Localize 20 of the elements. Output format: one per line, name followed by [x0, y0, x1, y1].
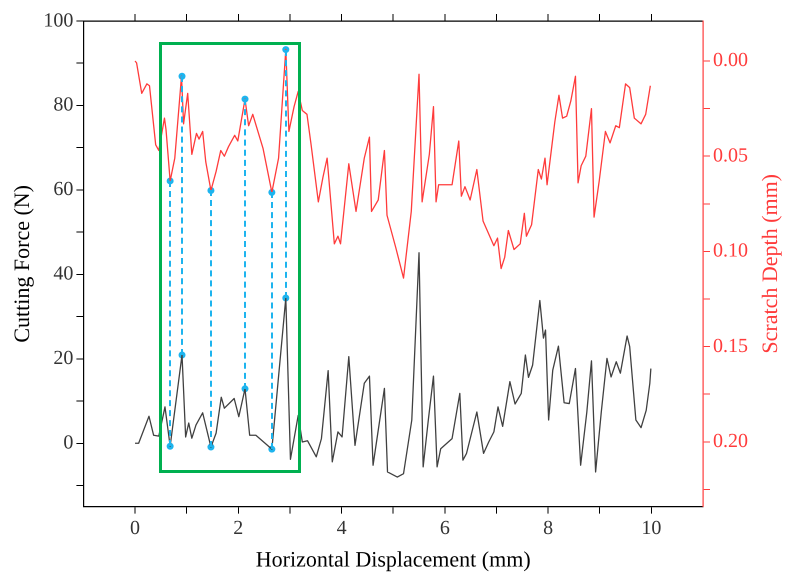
y2-tick-label: 0.00 [713, 49, 748, 72]
y-tick-label: 60 [53, 178, 74, 200]
y-axis-title: Cutting Force (N) [8, 184, 34, 343]
y2-tick-label: 0.20 [713, 430, 748, 452]
y2-tick-label: 0.15 [713, 334, 748, 357]
y-tick-label: 40 [53, 262, 74, 285]
x-tick-label: 10 [641, 516, 662, 539]
y-tick-label: 20 [53, 347, 74, 370]
y-tick-label: 0 [63, 432, 74, 454]
y2-tick-label: 0.05 [713, 144, 748, 166]
x-tick-label: 0 [130, 516, 140, 539]
x-tick-label: 8 [543, 516, 554, 539]
x-axis-title: Horizontal Displacement (mm) [256, 546, 531, 572]
y2-tick-label: 0.10 [713, 240, 748, 262]
x-tick-label: 2 [233, 516, 244, 539]
y-tick-label: 100 [43, 9, 74, 32]
y2-axis-title: Scratch Depth (mm) [756, 174, 782, 354]
y-tick-label: 80 [53, 94, 74, 116]
x-tick-label: 4 [336, 516, 347, 539]
x-tick-label: 6 [440, 516, 450, 539]
